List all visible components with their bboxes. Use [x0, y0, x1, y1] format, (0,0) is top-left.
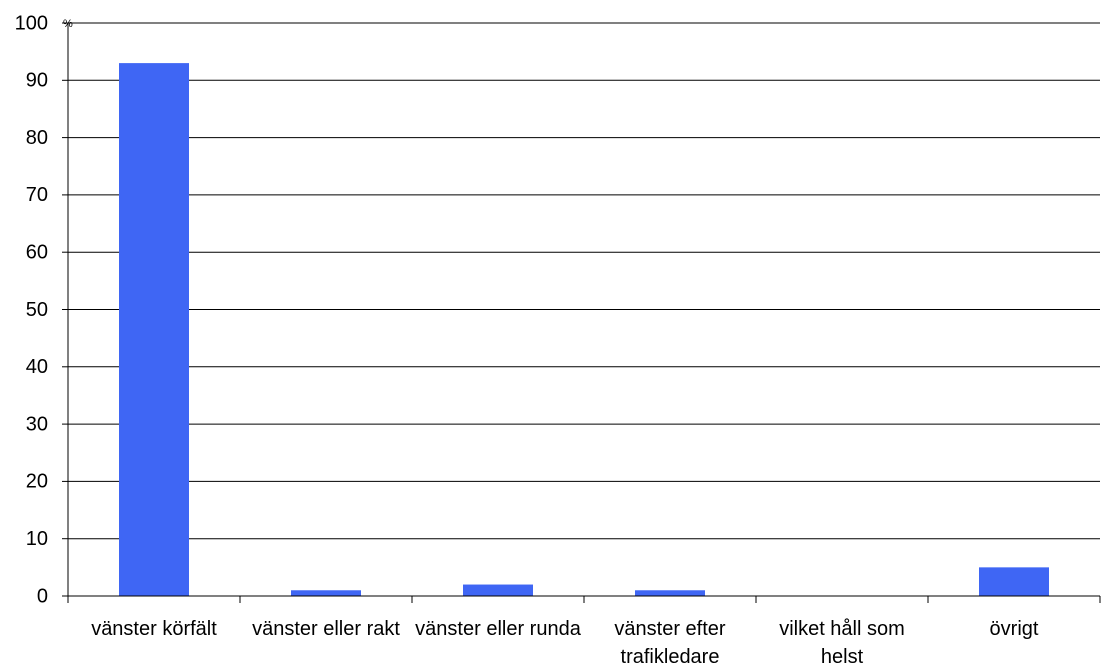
x-tick-label: vänster körfält	[91, 618, 217, 640]
y-tick-label: 60	[26, 241, 48, 263]
y-tick-label: 10	[26, 528, 48, 550]
x-tick-label: vänster efter trafikledare	[614, 618, 726, 668]
bar	[979, 567, 1049, 596]
y-tick-label: 0	[37, 585, 48, 607]
y-tick-label: 40	[26, 356, 48, 378]
bar	[291, 590, 361, 596]
x-tick-label: övrigt	[989, 618, 1039, 640]
y-tick-label: 90	[26, 70, 48, 92]
bar	[463, 584, 533, 596]
y-tick-label: 50	[26, 299, 48, 321]
x-tick-label: vilket håll som helst	[779, 618, 905, 668]
x-tick-label: vänster eller rakt	[252, 618, 400, 640]
y-tick-label: 30	[26, 413, 48, 435]
bar	[635, 590, 705, 596]
bar	[119, 63, 189, 597]
x-tick-label: vänster eller runda	[415, 618, 581, 640]
y-tick-label: 70	[26, 184, 48, 206]
y-tick-label: 100	[15, 12, 48, 34]
y-tick-label: 80	[26, 127, 48, 149]
y-tick-label: 20	[26, 471, 48, 493]
